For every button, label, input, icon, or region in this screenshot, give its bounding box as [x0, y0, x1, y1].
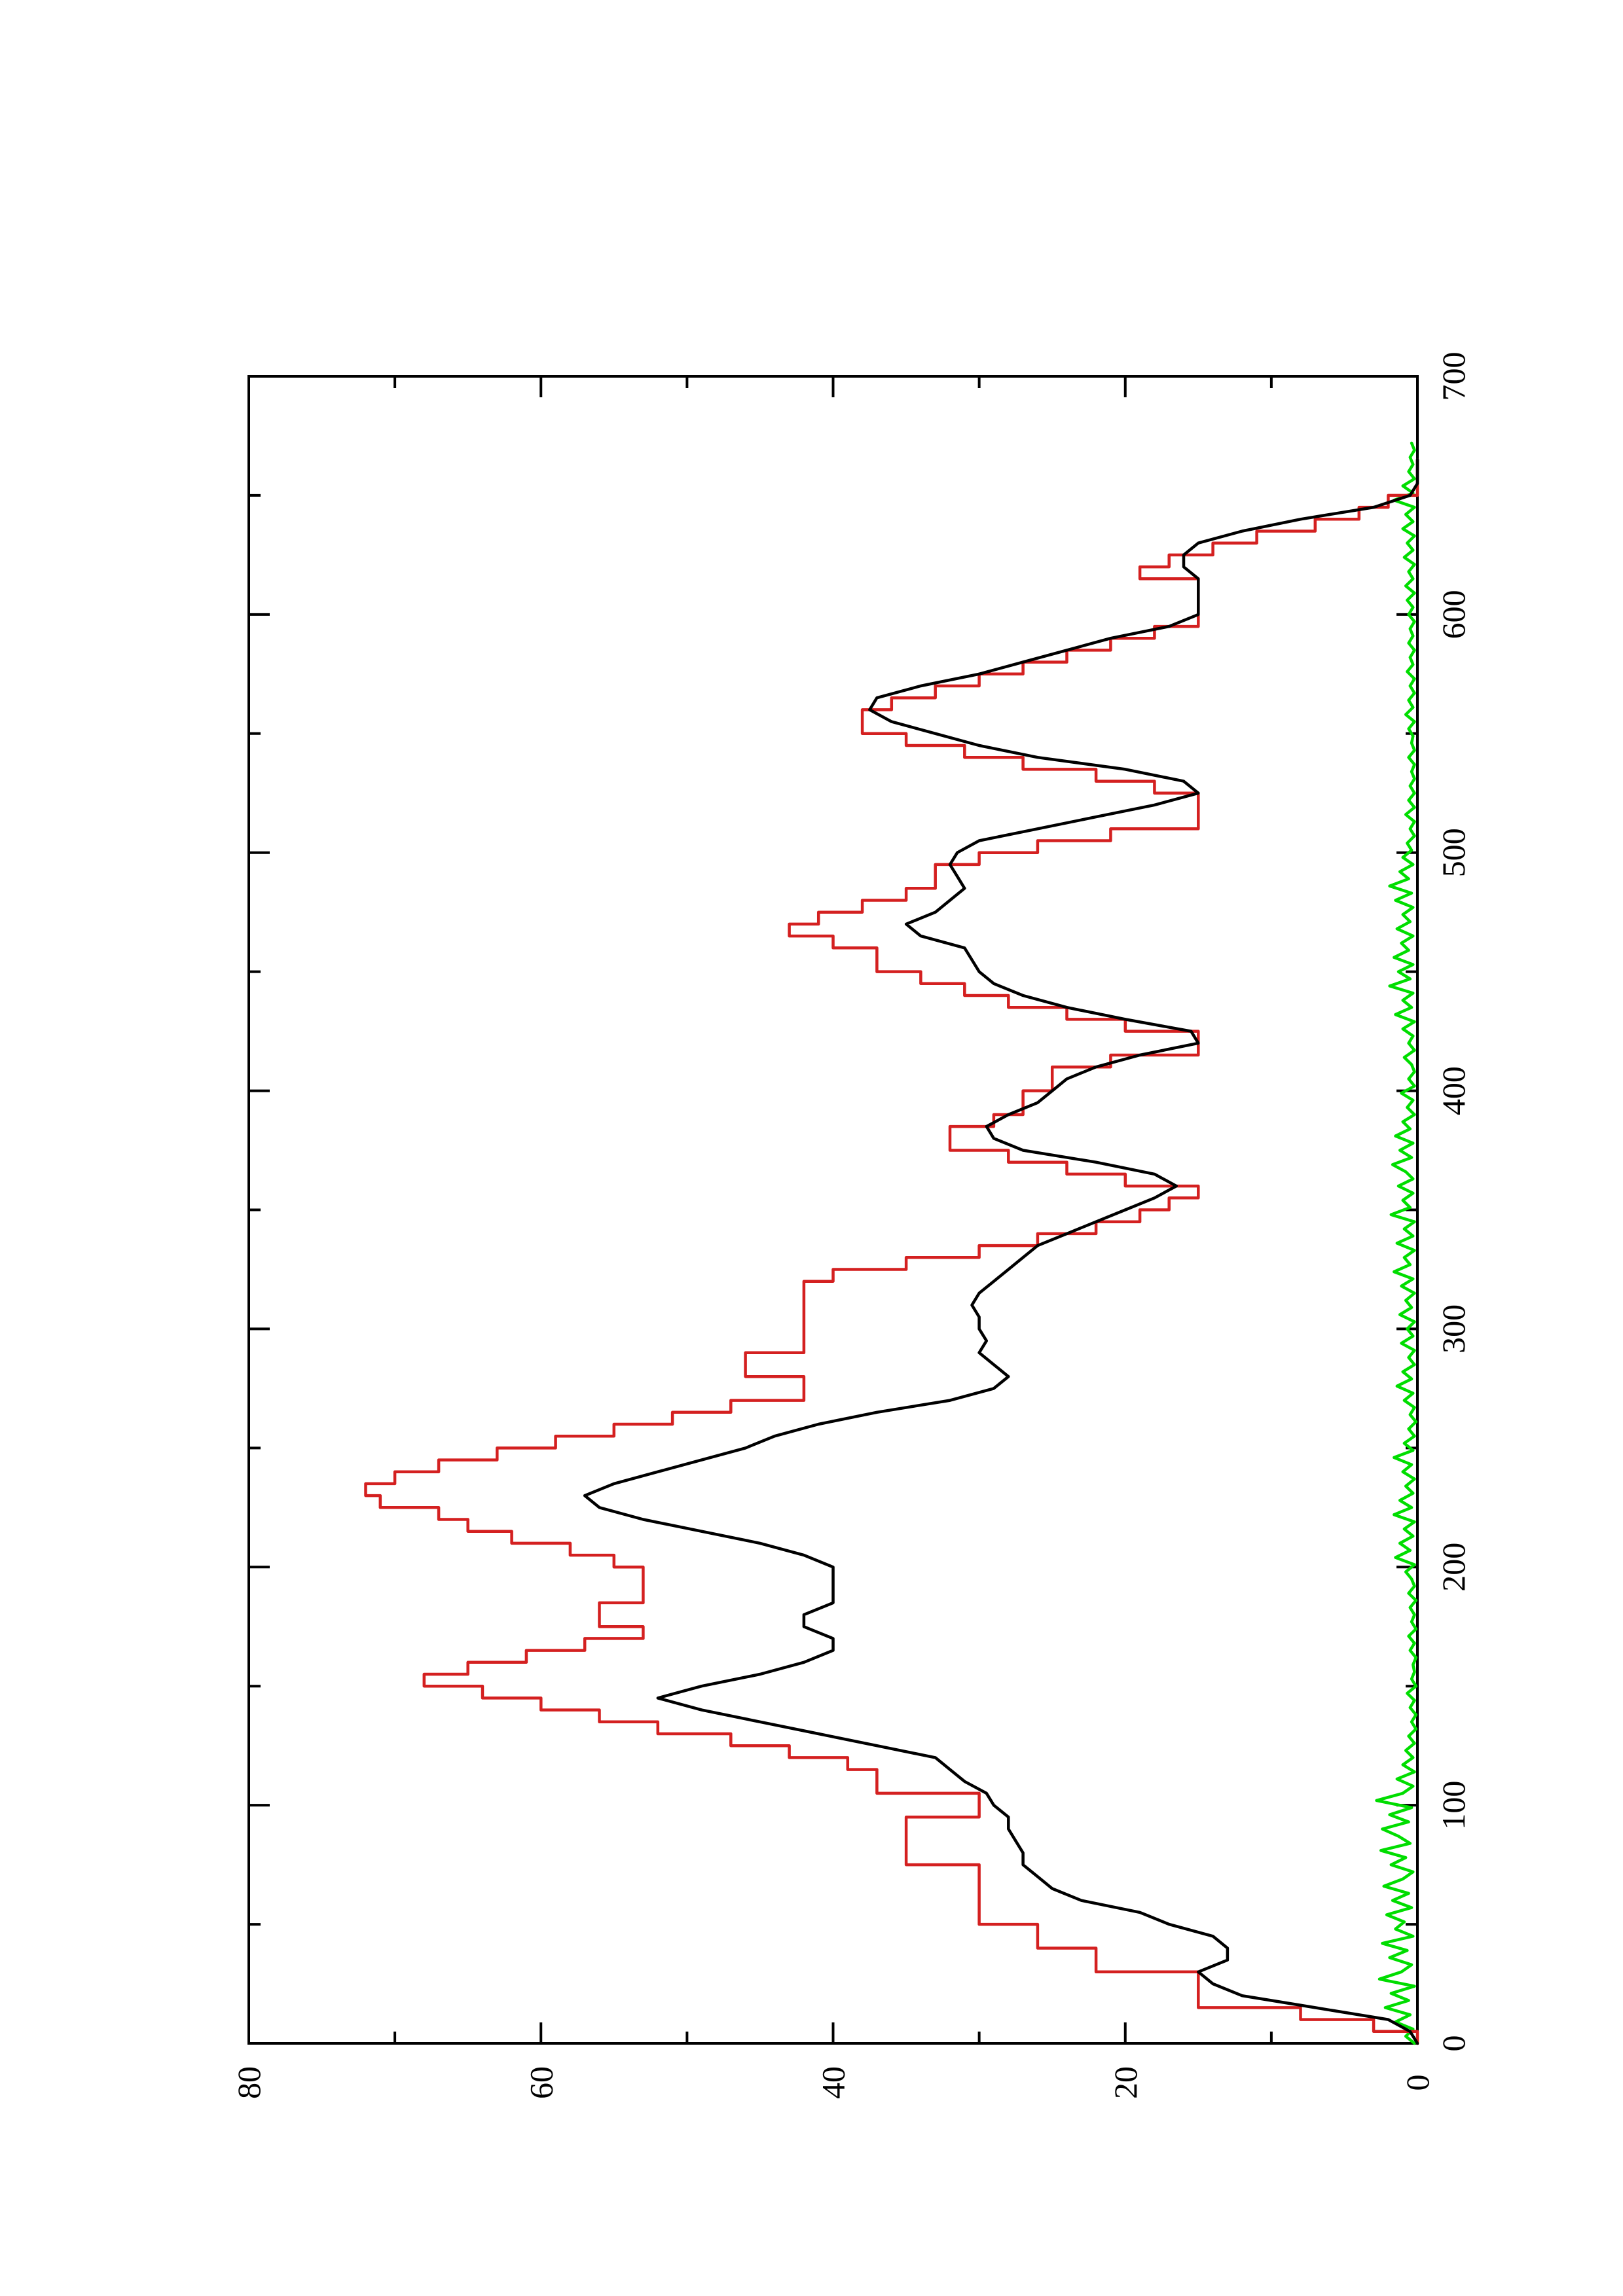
- y-tick-label: 60: [522, 2066, 559, 2099]
- plot-frame: [247, 375, 1419, 2045]
- y-tick-label: 0: [1399, 2075, 1436, 2091]
- labels-layer: 0 100 200 300 400 500 600 700 0 20 40 60 80: [230, 352, 1472, 2100]
- x-tick-label: 200: [1435, 1543, 1472, 1592]
- x-tick-label: 700: [1435, 352, 1472, 401]
- ticks-layer: [247, 375, 1419, 2045]
- y-tick-label: 40: [815, 2066, 852, 2099]
- x-tick-label: 100: [1435, 1781, 1472, 1830]
- x-tick-label: 300: [1435, 1304, 1472, 1354]
- y-tick-label: 20: [1107, 2066, 1144, 2099]
- x-tick-label: 400: [1435, 1066, 1472, 1115]
- x-tick-label: 0: [1435, 2036, 1472, 2052]
- x-tick-label: 600: [1435, 590, 1472, 639]
- series-green-line: [1375, 441, 1418, 2045]
- y-tick-label: 80: [230, 2066, 267, 2099]
- series-red-line: [364, 458, 1419, 2045]
- series-black-line: [583, 458, 1419, 2045]
- x-tick-label: 500: [1435, 828, 1472, 877]
- series-layer: [364, 441, 1419, 2045]
